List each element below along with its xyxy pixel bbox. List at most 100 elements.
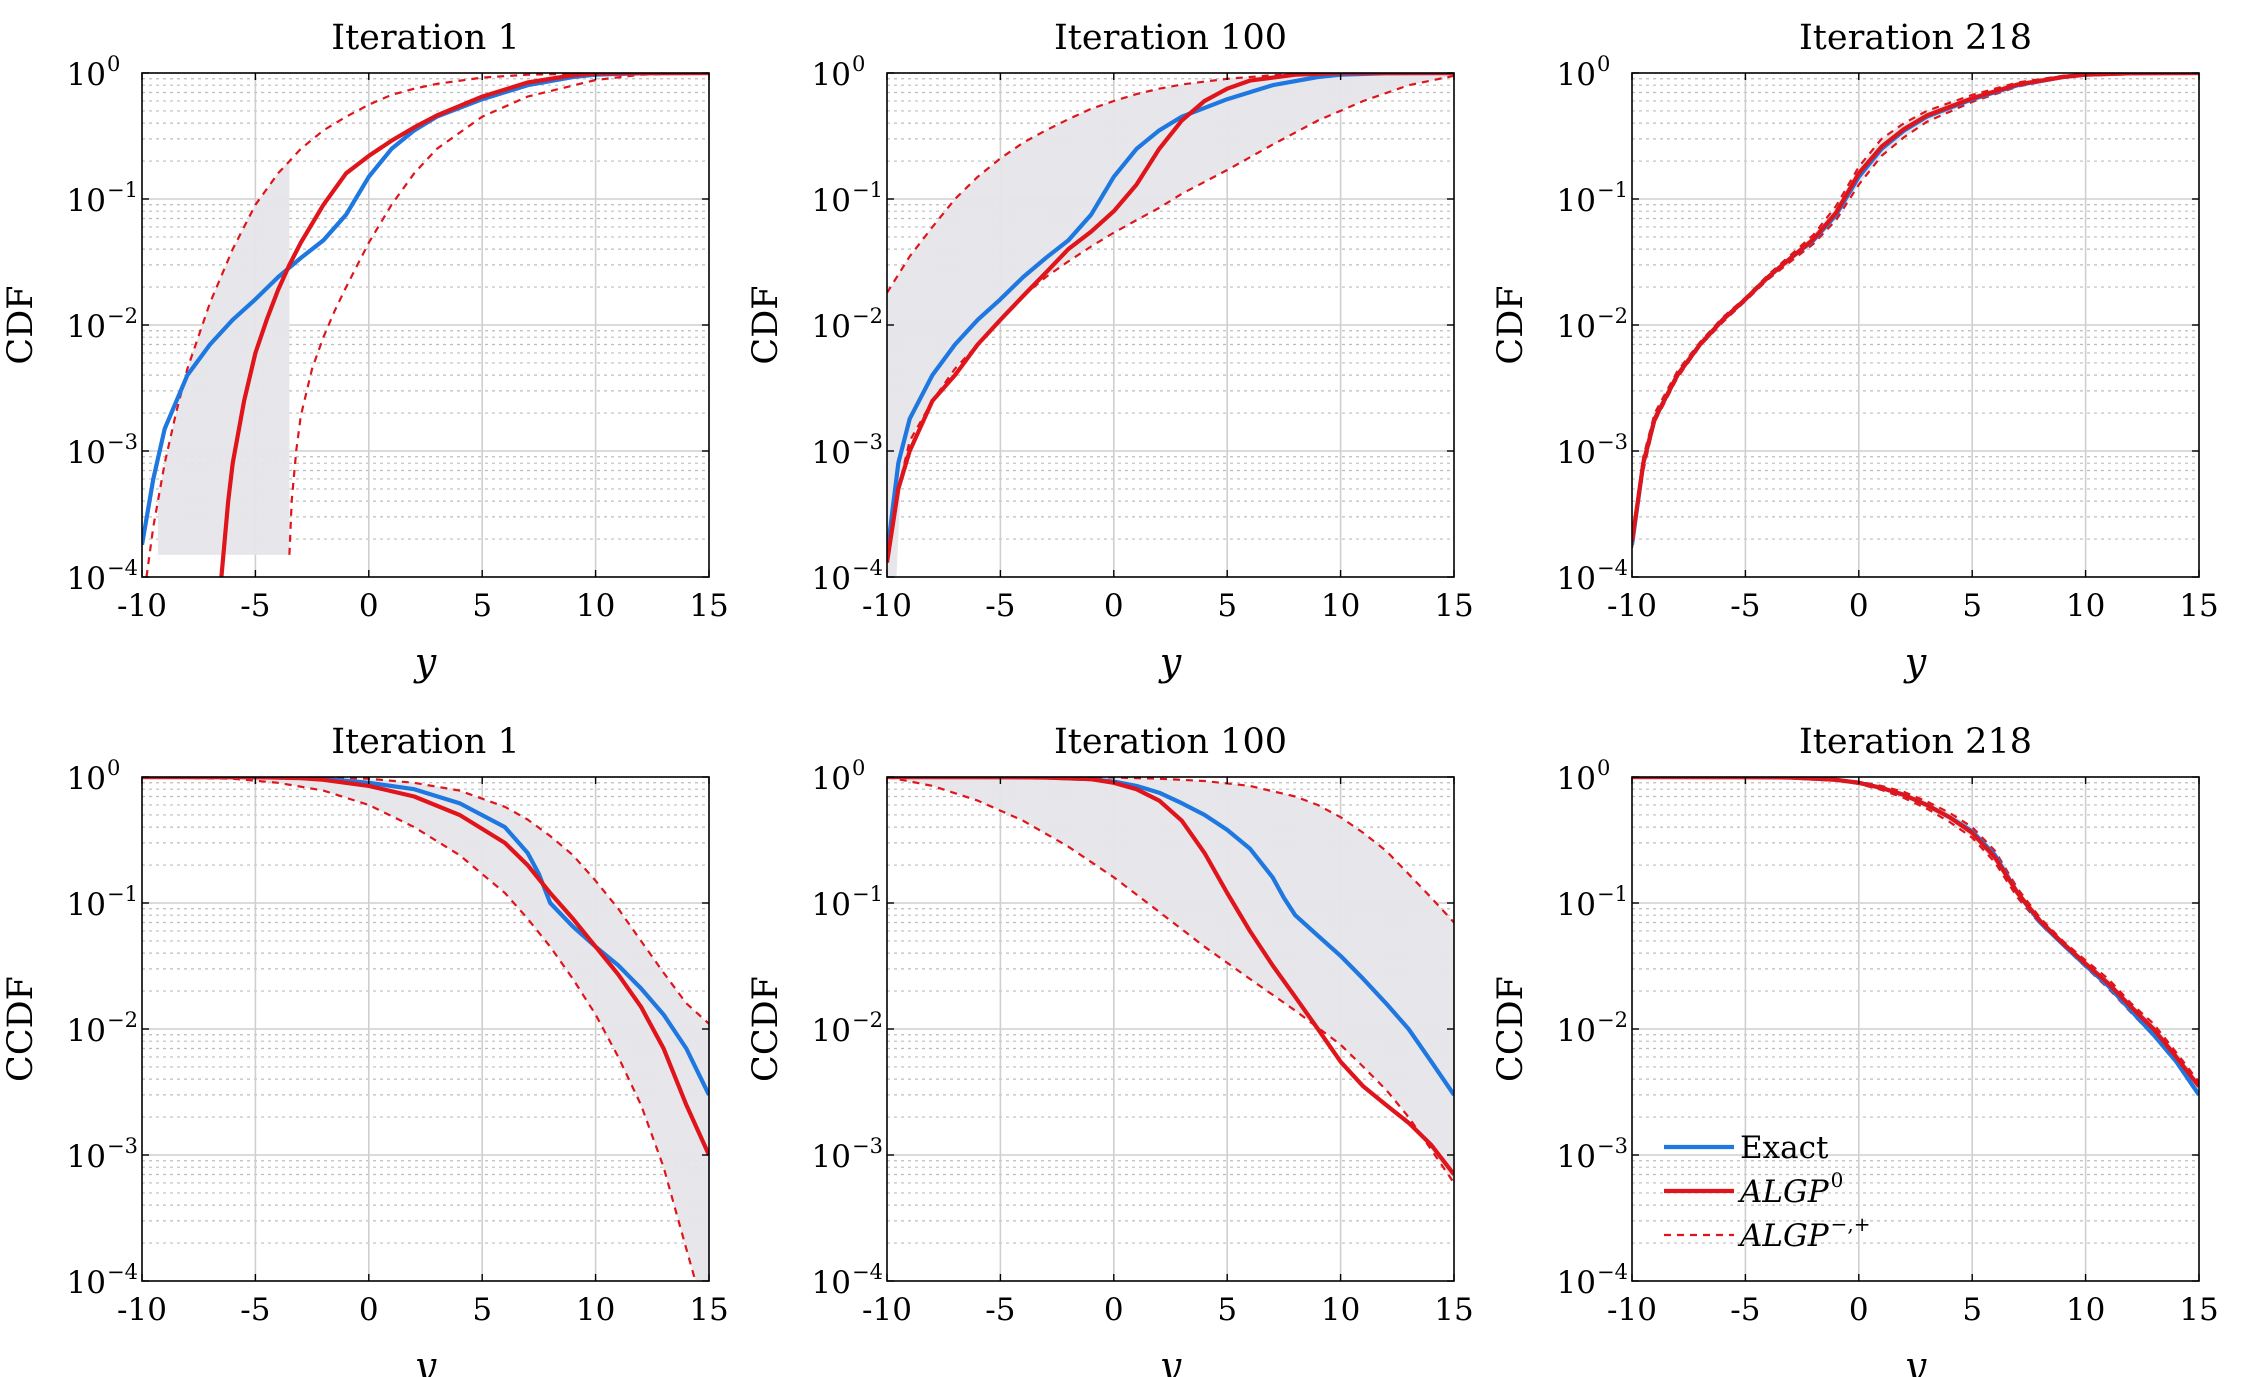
uncertainty-band	[157, 161, 290, 555]
exact-curve	[1632, 777, 2199, 1097]
algp-upper-curve	[1632, 777, 2199, 1083]
grid	[1632, 73, 2199, 577]
y-tick-exponent: −2	[107, 304, 138, 328]
x-tick-label: 0	[1849, 588, 1869, 624]
y-tick-exponent: 0	[852, 52, 865, 76]
y-tick-exponent: −4	[107, 556, 138, 580]
x-tick-label: 15	[1434, 1292, 1473, 1328]
y-tick-exponent: −3	[852, 430, 883, 454]
x-tick-label: -5	[985, 1292, 1015, 1328]
y-tick-exponent: 0	[852, 756, 865, 780]
y-tick-label: 10	[812, 761, 851, 797]
legend-exact-label: Exact	[1740, 1130, 1829, 1166]
y-tick-label: 10	[1557, 1013, 1596, 1049]
y-tick-exponent: −3	[107, 1134, 138, 1158]
x-tick-label: 15	[1434, 588, 1473, 624]
y-tick-label: 10	[1557, 183, 1596, 219]
y-tick-label: 10	[1557, 57, 1596, 93]
y-tick-exponent: −4	[1597, 1260, 1628, 1284]
x-tick-label: 5	[472, 588, 492, 624]
x-tick-label: 15	[689, 1292, 728, 1328]
y-tick-label: 10	[812, 309, 851, 345]
y-tick-label: 10	[1557, 761, 1596, 797]
algp0-curve	[887, 73, 1454, 563]
y-tick-exponent: −2	[107, 1008, 138, 1032]
algp-lower-curve	[1632, 777, 2199, 1094]
uncertainty-band	[1632, 73, 2199, 548]
y-tick-label: 10	[67, 887, 106, 923]
y-tick-exponent: −3	[1597, 1134, 1628, 1158]
x-tick-label: -10	[862, 588, 912, 624]
y-tick-exponent: −3	[1597, 430, 1628, 454]
y-tick-label: 10	[812, 57, 851, 93]
x-tick-label: 0	[1104, 1292, 1124, 1328]
x-tick-label: 5	[1962, 1292, 1982, 1328]
x-tick-label: 0	[1104, 588, 1124, 624]
y-tick-label: 10	[812, 1013, 851, 1049]
y-tick-label: 10	[1557, 1265, 1596, 1301]
y-tick-exponent: −2	[852, 1008, 883, 1032]
uncertainty-band	[1632, 777, 2199, 1094]
panel-title: Iteration 1	[331, 18, 519, 58]
algp-lower-curve	[887, 777, 1454, 1184]
x-tick-label: -10	[1607, 1292, 1657, 1328]
y-tick-label: 10	[67, 309, 106, 345]
y-tick-exponent: −1	[1597, 178, 1628, 202]
x-axis-label: y	[1903, 1344, 1927, 1377]
y-tick-label: 10	[67, 761, 106, 797]
x-tick-label: 5	[1962, 588, 1982, 624]
y-tick-exponent: −3	[107, 430, 138, 454]
x-tick-label: 15	[2179, 1292, 2218, 1328]
panel-title: Iteration 218	[1799, 18, 2032, 58]
algp-upper-curve	[887, 73, 1454, 294]
y-tick-label: 10	[812, 887, 851, 923]
y-tick-label: 10	[1557, 435, 1596, 471]
y-tick-exponent: −2	[852, 304, 883, 328]
y-axis-label: CCDF	[1, 976, 41, 1082]
y-tick-label: 10	[812, 561, 851, 597]
x-tick-label: 5	[1217, 1292, 1237, 1328]
y-tick-exponent: −1	[107, 178, 138, 202]
x-axis-label: y	[413, 1344, 437, 1377]
x-tick-label: 10	[1321, 1292, 1360, 1328]
algp-upper-curve	[142, 777, 709, 1025]
legend-algp0-label: ALGP	[1737, 1174, 1830, 1210]
y-tick-label: 10	[67, 1265, 106, 1301]
y-tick-exponent: −4	[852, 556, 883, 580]
y-tick-label: 10	[67, 1013, 106, 1049]
y-tick-exponent: −3	[852, 1134, 883, 1158]
x-tick-label: -10	[117, 588, 167, 624]
x-axis-label: y	[1158, 640, 1182, 684]
x-axis-label: y	[413, 640, 437, 684]
y-tick-exponent: −4	[852, 1260, 883, 1284]
algp-lower-curve	[142, 777, 697, 1281]
y-tick-exponent: 0	[1597, 756, 1610, 780]
legend-algp-bounds-superscript: −,+	[1831, 1212, 1871, 1236]
y-tick-exponent: 0	[107, 52, 120, 76]
grid	[142, 777, 709, 1281]
algp0-curve	[887, 777, 1454, 1176]
y-tick-label: 10	[67, 561, 106, 597]
legend-algp-bounds-label: ALGP	[1737, 1218, 1830, 1254]
x-tick-label: 15	[689, 588, 728, 624]
algp0-curve	[1632, 777, 2199, 1088]
x-tick-label: 10	[2066, 588, 2105, 624]
uncertainty-band	[887, 777, 1454, 1183]
algp-lower-curve	[288, 73, 709, 555]
exact-curve	[1632, 73, 2199, 546]
x-tick-label: 10	[576, 588, 615, 624]
y-axis-label: CCDF	[1491, 976, 1531, 1082]
x-tick-label: 5	[472, 1292, 492, 1328]
x-tick-label: 10	[2066, 1292, 2105, 1328]
x-tick-label: -5	[240, 588, 270, 624]
x-tick-label: 10	[1321, 588, 1360, 624]
x-tick-label: 5	[1217, 588, 1237, 624]
algp0-curve	[219, 73, 709, 577]
y-tick-label: 10	[812, 1139, 851, 1175]
